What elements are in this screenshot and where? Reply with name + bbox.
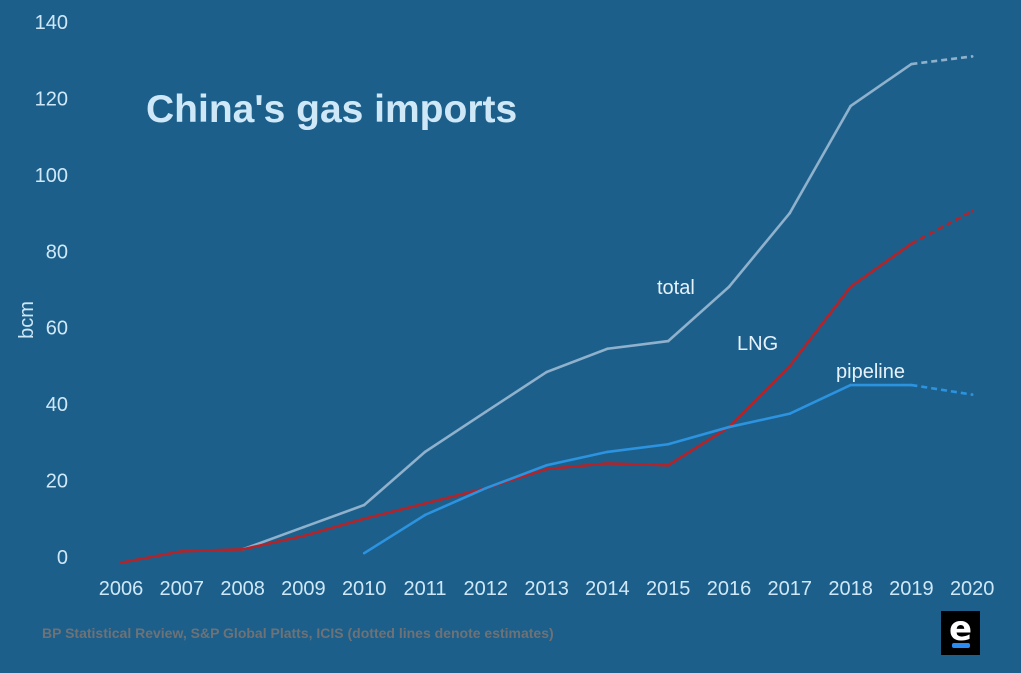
data-point-lng	[423, 502, 427, 505]
data-point-pipeline	[484, 486, 488, 490]
series-line-lng	[120, 242, 913, 565]
y-tick-label: 140	[35, 12, 68, 34]
logo-letter: e	[948, 609, 973, 649]
x-tick-label: 2012	[464, 578, 509, 600]
series-line-pipeline	[363, 383, 912, 555]
x-tick-label: 2013	[524, 578, 569, 600]
data-point-total	[606, 347, 609, 351]
data-point-pipeline	[423, 513, 427, 517]
x-tick-label: 2016	[707, 578, 752, 600]
data-point-lng	[302, 534, 305, 538]
data-point-total	[362, 503, 366, 507]
data-point-total	[484, 410, 488, 414]
data-point-lng	[362, 517, 366, 521]
y-tick-label: 60	[46, 318, 68, 340]
x-tick-label: 2006	[99, 578, 144, 600]
data-point-pipeline	[727, 425, 731, 429]
x-tick-label: 2010	[342, 578, 387, 600]
data-point-lng	[119, 561, 123, 565]
data-point-pipeline	[788, 412, 792, 415]
x-tick-label: 2018	[828, 578, 873, 600]
data-point-pipeline	[970, 393, 974, 396]
x-tick-label: 2008	[220, 578, 265, 600]
data-point-pipeline	[545, 463, 548, 467]
y-tick-label: 80	[46, 241, 68, 263]
x-tick-label: 2007	[160, 578, 205, 600]
series-estimate-total	[911, 55, 973, 66]
data-point-total	[423, 450, 427, 454]
x-tick-label: 2017	[768, 578, 813, 600]
x-tick-label: 2009	[281, 578, 326, 600]
data-point-total	[545, 370, 548, 374]
series-estimate-lng	[910, 210, 973, 245]
data-point-lng	[666, 463, 670, 467]
data-point-lng	[606, 462, 609, 465]
y-tick-label: 20	[46, 471, 68, 493]
annotation-pipeline: pipeline	[836, 361, 905, 383]
x-tick-label: 2019	[889, 578, 934, 600]
annotation-lng: LNG	[737, 333, 778, 355]
publisher-logo: e	[941, 609, 980, 655]
y-tick-label: 100	[35, 165, 68, 187]
data-point-lng	[788, 364, 792, 368]
data-point-total	[849, 104, 852, 108]
data-point-pipeline	[849, 383, 852, 387]
data-point-lng	[241, 548, 244, 551]
logo-underline	[952, 643, 970, 648]
data-point-total	[970, 55, 974, 58]
data-point-pipeline	[666, 442, 670, 446]
y-tick-label: 40	[46, 394, 68, 416]
data-point-lng	[180, 549, 184, 553]
data-point-total	[666, 339, 670, 343]
data-point-pipeline	[910, 383, 913, 387]
x-tick-label: 2014	[585, 578, 630, 600]
data-point-total	[910, 62, 913, 66]
y-tick-label: 0	[57, 547, 68, 569]
data-point-total	[788, 211, 792, 215]
x-tick-label: 2011	[403, 578, 446, 600]
data-point-total	[302, 525, 305, 529]
data-point-lng	[970, 209, 974, 213]
data-point-total	[727, 285, 731, 289]
x-tick-label: 2020	[950, 578, 995, 600]
y-tick-label: 120	[35, 88, 68, 110]
chart-title: China's gas imports	[146, 88, 517, 131]
data-point-pipeline	[362, 551, 366, 555]
series-line-total	[242, 62, 913, 551]
data-point-lng	[910, 242, 913, 245]
y-axis-label: bcm	[16, 301, 38, 339]
series-estimate-pipeline	[911, 383, 973, 396]
annotation-total: total	[657, 277, 695, 299]
data-point-lng	[849, 285, 852, 289]
data-point-pipeline	[606, 450, 609, 454]
data-point-lng	[545, 467, 548, 471]
x-tick-label: 2015	[646, 578, 691, 600]
source-note: BP Statistical Review, S&P Global Platts…	[42, 625, 554, 641]
